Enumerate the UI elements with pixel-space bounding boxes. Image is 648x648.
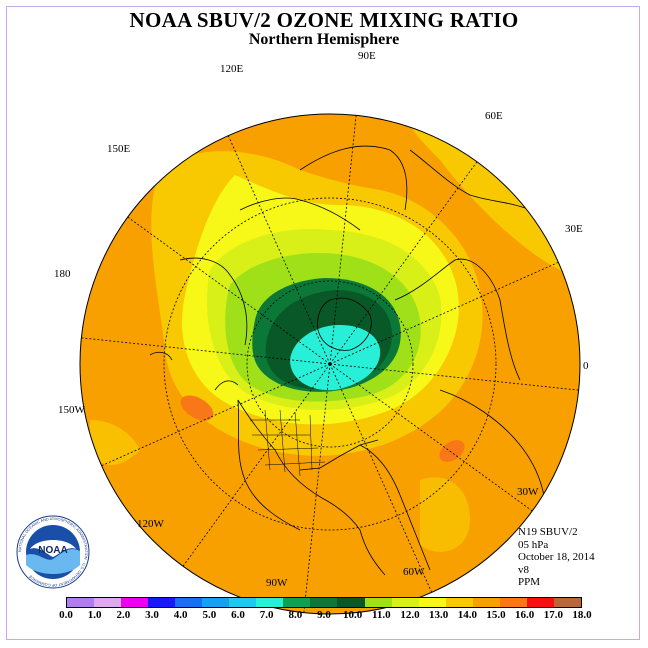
info-block: N19 SBUV/2 05 hPa October 18, 2014 v8 PP…	[518, 526, 595, 589]
color-scale-segment	[148, 598, 176, 607]
noaa-logo-text: NOAA	[38, 545, 67, 556]
meridian-line	[329, 115, 357, 365]
color-scale-tick-label: 10.0	[343, 609, 363, 621]
meridian-line	[81, 337, 331, 365]
ozone-field	[80, 114, 580, 614]
date-label: October 18, 2014	[518, 551, 595, 564]
color-scale-segment	[364, 598, 392, 607]
color-scale-tick-label: 18.0	[572, 609, 592, 621]
meridian-line	[329, 261, 559, 365]
color-scale-segment	[94, 598, 122, 607]
color-scale-segment	[526, 598, 554, 607]
color-scale-tick-label: 9.0	[317, 609, 331, 621]
color-scale-tick-label: 14.0	[457, 609, 477, 621]
satellite-label: N19 SBUV/2	[518, 526, 578, 538]
lon-label-120w: 120W	[137, 518, 164, 530]
color-scale-segment	[337, 598, 365, 607]
color-scale-segment	[67, 598, 95, 607]
color-scale-segment	[121, 598, 149, 607]
color-scale-segment	[553, 598, 581, 607]
color-scale-tick-label: 7.0	[259, 609, 274, 621]
color-scale-tick-label: 11.0	[372, 609, 391, 621]
color-scale-tick-label: 17.0	[543, 609, 563, 621]
lon-label-150w: 150W	[58, 404, 85, 416]
version-label: v8	[518, 563, 529, 576]
lon-label-180: 180	[54, 268, 71, 280]
color-scale-segment	[445, 598, 473, 607]
color-scale-segment	[499, 598, 527, 607]
lon-label-120e: 120E	[220, 63, 244, 75]
units-label: PPM	[518, 576, 541, 589]
pressure-level-label: 05 hPa	[518, 538, 549, 551]
meridian-line	[227, 135, 331, 365]
map-subtitle: Northern Hemisphere	[248, 31, 400, 48]
color-scale-ticks: 0.0 1.0 2.0 3.0 4.0 5.0 6.0 7.0 8.0 9.0 10.0 11.0 12…	[0, 609, 648, 623]
lon-label-150e: 150E	[107, 143, 131, 155]
color-scale-tick-label: 1.0	[87, 609, 102, 621]
coastlines	[149, 145, 561, 576]
meridian-line	[329, 363, 533, 512]
color-scale-tick-label: 15.0	[486, 609, 506, 621]
figure-frame	[6, 6, 640, 640]
lon-label-0: 0	[583, 360, 589, 372]
color-scale-segment	[472, 598, 500, 607]
lon-label-60w: 60W	[403, 566, 425, 578]
meridian-line	[101, 363, 331, 467]
lon-label-90e: 90E	[358, 50, 376, 62]
color-scale-segment	[391, 598, 419, 607]
color-scale-tick-label: 8.0	[288, 609, 303, 621]
map-title: NOAA SBUV/2 OZONE MIXING RATIO	[129, 8, 519, 32]
lon-label-60e: 60E	[485, 110, 503, 122]
color-scale-tick-label: 5.0	[202, 609, 217, 621]
meridian-line	[182, 363, 331, 567]
meridian-line	[329, 161, 478, 365]
color-scale-segment	[310, 598, 338, 607]
noaa-logo: NOAA NATIONAL OCEANIC AND ATMOSPHERIC AD…	[16, 515, 90, 589]
color-scale-tick-label: 2.0	[116, 609, 131, 621]
color-scale-segment	[229, 598, 257, 607]
equator-boundary	[79, 113, 581, 615]
color-scale-tick-label: 3.0	[145, 609, 159, 621]
color-scale-segment	[418, 598, 446, 607]
color-scale-tick-label: 12.0	[400, 609, 420, 621]
color-scale-segment	[256, 598, 284, 607]
color-scale-tick-label: 0.0	[59, 609, 73, 621]
state-borders	[250, 409, 326, 477]
meridian-line	[303, 363, 331, 613]
color-scale-tick-label: 13.0	[429, 609, 449, 621]
color-scale-segment	[175, 598, 203, 607]
meridian-line	[127, 216, 331, 365]
lon-label-90w: 90W	[266, 577, 288, 589]
color-scale-segment	[202, 598, 230, 607]
lon-label-30e: 30E	[565, 223, 583, 235]
meridian-line	[329, 363, 433, 593]
graticule	[81, 115, 579, 613]
color-scale-bar	[66, 597, 582, 608]
color-scale-tick-label: 4.0	[173, 609, 188, 621]
lon-label-30w: 30W	[517, 486, 539, 498]
meridian-line	[329, 363, 579, 391]
color-scale-tick-label: 6.0	[231, 609, 245, 621]
color-scale-tick-label: 16.0	[515, 609, 535, 621]
color-scale-segment	[283, 598, 311, 607]
